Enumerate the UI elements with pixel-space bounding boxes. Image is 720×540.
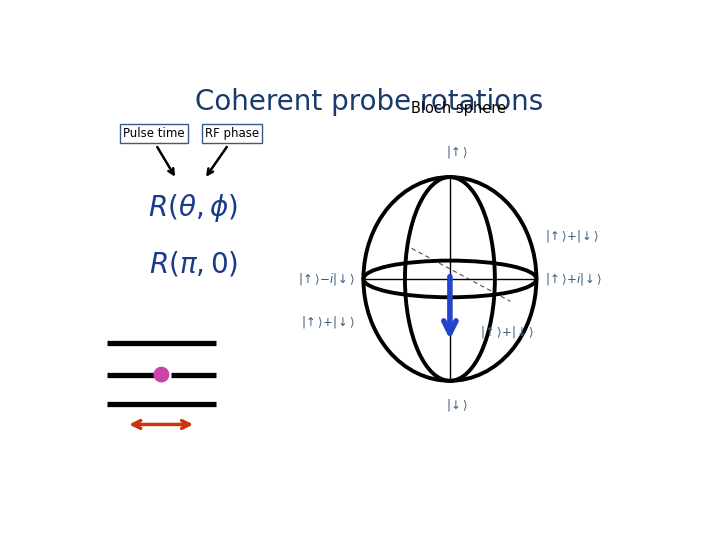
Text: $|\!\downarrow\rangle$: $|\!\downarrow\rangle$: [446, 397, 468, 414]
Text: $|\!\uparrow\rangle\!+\!|\!\downarrow\rangle$: $|\!\uparrow\rangle\!+\!|\!\downarrow\ra…: [545, 228, 598, 244]
Text: $|\!\uparrow\rangle\!+\!i|\!\downarrow\rangle$: $|\!\uparrow\rangle\!+\!i|\!\downarrow\r…: [545, 271, 602, 287]
Circle shape: [154, 367, 168, 382]
Text: Bloch sphere: Bloch sphere: [411, 101, 505, 116]
Text: $|\!\uparrow\rangle\!+\!|\!\downarrow\rangle$: $|\!\uparrow\rangle\!+\!|\!\downarrow\ra…: [302, 314, 355, 330]
Text: $R(\pi, 0)$: $R(\pi, 0)$: [149, 250, 238, 279]
Text: $|\!\uparrow\rangle\!+\!|\!\downarrow\rangle$: $|\!\uparrow\rangle\!+\!|\!\downarrow\ra…: [480, 324, 534, 340]
Text: Coherent probe rotations: Coherent probe rotations: [195, 87, 543, 116]
Text: $R(\theta, \phi)$: $R(\theta, \phi)$: [148, 192, 238, 224]
Text: $|\!\uparrow\rangle$: $|\!\uparrow\rangle$: [446, 144, 468, 160]
Text: RF phase: RF phase: [205, 127, 259, 140]
Text: $|\!\uparrow\rangle\!-\!i|\!\downarrow\rangle$: $|\!\uparrow\rangle\!-\!i|\!\downarrow\r…: [298, 271, 355, 287]
Text: Pulse time: Pulse time: [123, 127, 185, 140]
